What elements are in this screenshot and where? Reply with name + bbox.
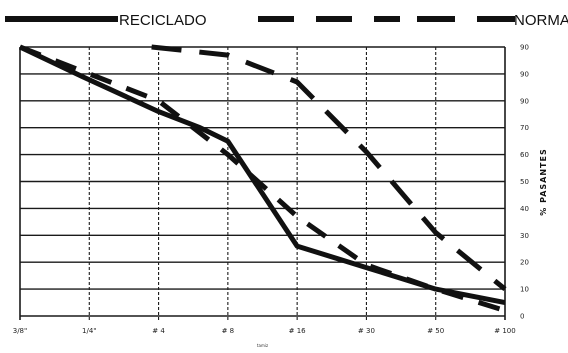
y-tick-label: 90: [520, 70, 529, 78]
y-tick-label: 90: [520, 44, 529, 52]
series-lines: [18, 44, 507, 313]
x-tick-label: # 100: [494, 327, 515, 335]
x-tick-label: 1/4": [82, 327, 97, 335]
y-tick-label: 40: [520, 205, 529, 213]
legend: RECICLADO NORMA: [5, 12, 568, 29]
series-line-reciclado: [18, 44, 506, 306]
x-tick-label: # 8: [222, 327, 235, 335]
legend-label: RECICLADO: [119, 12, 207, 29]
y-axis-label: % PASANTES: [539, 148, 548, 215]
x-tick-label: # 16: [289, 327, 307, 335]
y-tick-label: 70: [520, 124, 529, 132]
x-axis-label: tamiz: [257, 343, 268, 348]
y-tick-label: 0: [520, 313, 524, 321]
series-line-2: [19, 44, 506, 313]
y-tick-label: 10: [520, 286, 529, 294]
x-tick-label: # 30: [358, 327, 375, 335]
legend-label: NORMA: [514, 12, 568, 29]
x-tick-label: # 4: [152, 327, 165, 335]
grid-lines: [19, 46, 506, 320]
y-tick-label: 20: [520, 259, 529, 267]
series-line-norma: [151, 44, 507, 292]
y-tick-label: 30: [520, 232, 529, 240]
x-tick-label: 3/8": [13, 327, 28, 335]
x-tick-label: # 50: [427, 327, 444, 335]
y-tick-label: 90: [520, 97, 529, 105]
y-tick-label: 60: [520, 151, 529, 159]
y-tick-label: 50: [520, 178, 529, 186]
tick-labels: 3/8" 1/4" # 4 # 8 # 16 # 30 # 50 # 100 0 10 20 30 40…: [13, 44, 529, 336]
